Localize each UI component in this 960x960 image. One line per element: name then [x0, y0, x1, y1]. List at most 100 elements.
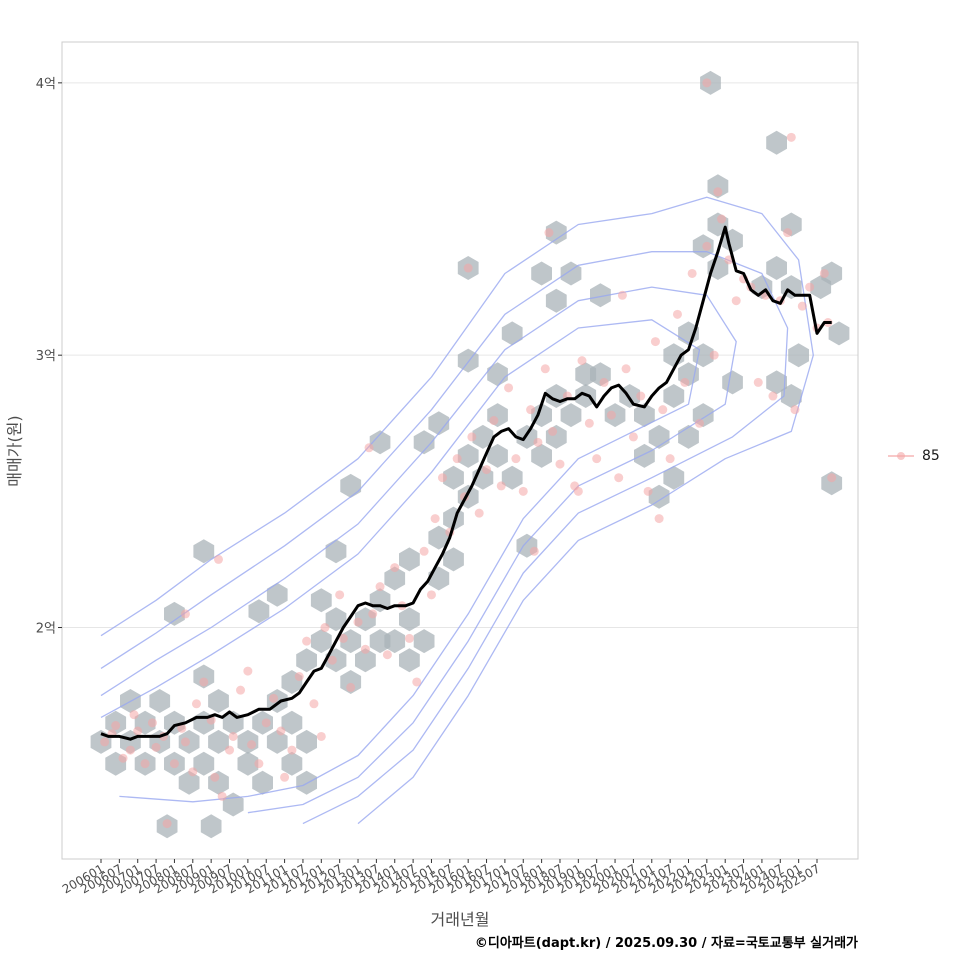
scatter-point — [162, 819, 172, 829]
hexbin-cell — [399, 547, 420, 572]
scatter-point — [430, 514, 440, 524]
hexbin-cell — [766, 130, 787, 155]
scatter-point — [316, 731, 326, 741]
hexbin-cell — [648, 484, 670, 509]
scatter-point — [621, 364, 631, 374]
hexbin-cell — [149, 689, 171, 713]
x-axis-title: 거래년월 — [431, 910, 490, 929]
scatter-point — [210, 772, 220, 782]
scatter-point — [243, 666, 253, 676]
hexbin-cell — [780, 384, 802, 408]
scatter-point — [437, 473, 447, 483]
hexbin-cell — [208, 689, 229, 713]
scatter-point — [327, 655, 337, 665]
scatter-point — [188, 767, 198, 777]
scatter-point — [482, 465, 492, 475]
scatter-point — [180, 609, 190, 619]
density-contour-layer — [100, 196, 814, 825]
y-tick-label: 3억 — [36, 349, 56, 364]
hexbin-cell — [545, 220, 567, 245]
hexbin-cell — [266, 729, 288, 754]
y-tick-label: 4억 — [36, 77, 56, 92]
hexbin-cell — [340, 473, 362, 498]
density-contour — [100, 286, 737, 814]
hexbin-cell — [634, 443, 655, 468]
scatter-point — [254, 759, 264, 769]
scatter-point — [199, 677, 209, 687]
scatter-point — [225, 745, 235, 755]
scatter-point — [390, 563, 400, 573]
scatter-point — [125, 745, 135, 755]
scatter-point — [467, 432, 477, 442]
hexbin-cell — [828, 321, 850, 346]
scatter-point — [368, 609, 378, 619]
scatter-point — [555, 459, 565, 469]
scatter-point — [335, 590, 345, 600]
scatter-point — [702, 78, 712, 88]
hexbin-cell — [252, 770, 273, 795]
hexbin-cell — [193, 664, 215, 689]
hexbin-cell — [369, 430, 391, 455]
scatter-point — [338, 633, 348, 643]
hexbin-cell — [472, 424, 494, 449]
hexbin-cell — [501, 321, 523, 346]
scatter-point — [717, 214, 727, 224]
density-contour — [100, 251, 789, 825]
scatter-point — [452, 454, 462, 464]
hexbin-cell — [310, 629, 332, 654]
hexbin-cell — [634, 403, 655, 428]
scatter-point — [526, 405, 536, 415]
scatter-point — [768, 391, 778, 401]
scatter-point — [628, 432, 638, 442]
hexbin-cell — [531, 403, 552, 428]
hexbin-cell — [443, 547, 464, 572]
hexbin-cell — [531, 443, 552, 468]
hexbin-cell — [413, 629, 435, 654]
scatter-point — [650, 337, 660, 347]
scatter-point — [111, 721, 121, 731]
scatter-point — [217, 791, 227, 801]
source-caption: ©디아파트(dapt.kr) / 2025.09.30 / 자료=국토교통부 실… — [474, 936, 858, 951]
scatter-point — [797, 301, 807, 311]
scatter-point — [382, 650, 392, 660]
scatter-point — [533, 437, 543, 447]
legend-key-85 — [888, 452, 914, 460]
scatter-point — [573, 486, 583, 496]
density-contour — [100, 319, 701, 803]
hexbin-cell — [248, 599, 270, 624]
y-tick-label: 2억 — [36, 622, 56, 637]
hexbin-cell — [575, 362, 597, 387]
scatter-point — [654, 514, 664, 524]
hexbin-cell — [560, 403, 582, 428]
hexbin-cell — [266, 582, 288, 607]
scatter-point — [100, 737, 110, 747]
scatter-point — [702, 241, 712, 251]
hexbin-cell — [296, 729, 317, 754]
scatter-point — [496, 481, 506, 491]
hexbin-cell — [766, 256, 787, 280]
scatter-point — [827, 473, 837, 483]
hexbin-cell — [766, 370, 787, 395]
y-axis: 2억 3억 4억 — [36, 77, 62, 637]
hexbin-cell — [384, 629, 406, 654]
hexbin-cell — [663, 384, 685, 408]
scatter-point — [140, 759, 150, 769]
scatter-point — [287, 745, 297, 755]
scatter-point — [753, 377, 763, 387]
hexbin-cell — [531, 261, 552, 286]
plot-border — [61, 41, 859, 860]
hexbin-cell — [663, 465, 685, 490]
legend: 85 — [886, 446, 940, 466]
y-axis-title: 매매가(원) — [5, 415, 24, 486]
hexbin-cell — [545, 288, 567, 313]
scatter-point — [353, 617, 363, 627]
legend-label-85: 85 — [922, 448, 940, 464]
scatter-point — [151, 742, 161, 752]
hexbin-cell — [457, 443, 479, 468]
scatter-point — [544, 228, 554, 238]
hexbin-cell — [281, 710, 303, 735]
hexbin-cell — [560, 261, 582, 286]
scatter-point — [129, 710, 139, 720]
scatter-point — [261, 718, 271, 728]
